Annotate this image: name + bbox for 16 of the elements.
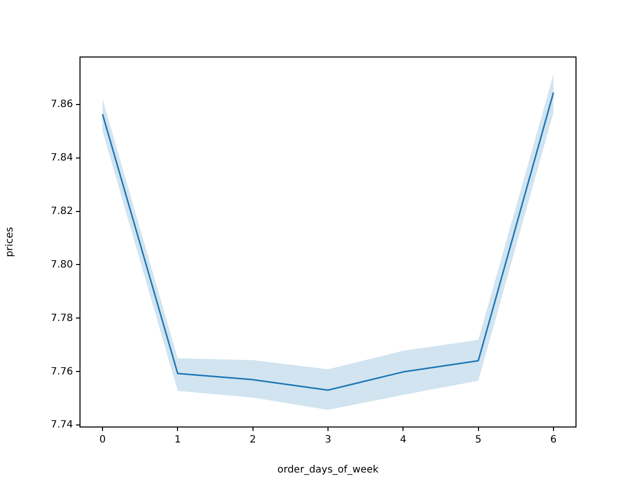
y-tick-label: 7.84 [50, 152, 73, 164]
x-tick-label: 6 [550, 434, 557, 446]
y-tick-label: 7.82 [50, 206, 73, 217]
y-tick-label: 7.80 [50, 259, 73, 270]
x-tick-label: 5 [475, 434, 482, 446]
x-tick-label: 2 [250, 434, 256, 446]
x-axis-title: order_days_of_week [277, 464, 379, 476]
y-tick-label: 7.76 [50, 366, 73, 378]
y-tick-label: 7.86 [50, 98, 73, 110]
y-tick-label: 7.74 [50, 420, 73, 431]
x-tick-label: 3 [324, 434, 332, 446]
x-tick-label: 0 [99, 434, 106, 446]
x-tick-label: 1 [174, 434, 181, 446]
x-tick-label: 4 [400, 434, 406, 446]
y-axis-title: prices [4, 226, 16, 258]
y-tick-label: 7.78 [50, 312, 73, 324]
